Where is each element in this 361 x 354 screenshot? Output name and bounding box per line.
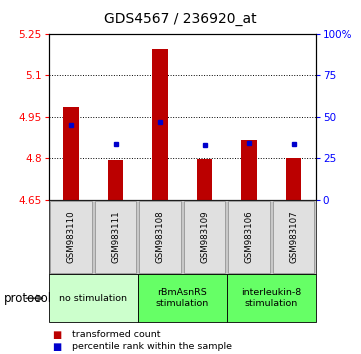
- Bar: [197, 159, 212, 200]
- Text: rBmAsnRS
stimulation: rBmAsnRS stimulation: [156, 288, 209, 308]
- Text: GSM983110: GSM983110: [66, 211, 75, 263]
- Bar: [152, 49, 168, 200]
- Text: protocol: protocol: [4, 292, 52, 305]
- Text: GSM983111: GSM983111: [111, 211, 120, 263]
- Bar: [108, 160, 123, 200]
- Text: interleukin-8
stimulation: interleukin-8 stimulation: [241, 288, 301, 308]
- Bar: [63, 107, 79, 200]
- Text: GSM983108: GSM983108: [156, 211, 165, 263]
- Bar: [286, 159, 301, 200]
- Text: ■: ■: [52, 330, 62, 339]
- Text: GSM983106: GSM983106: [245, 211, 253, 263]
- Text: GSM983109: GSM983109: [200, 211, 209, 263]
- Text: no stimulation: no stimulation: [59, 294, 127, 303]
- Bar: [241, 141, 257, 200]
- Text: transformed count: transformed count: [72, 330, 161, 339]
- Text: percentile rank within the sample: percentile rank within the sample: [72, 342, 232, 352]
- Text: GDS4567 / 236920_at: GDS4567 / 236920_at: [104, 12, 257, 27]
- Text: GSM983107: GSM983107: [289, 211, 298, 263]
- Text: ■: ■: [52, 342, 62, 352]
